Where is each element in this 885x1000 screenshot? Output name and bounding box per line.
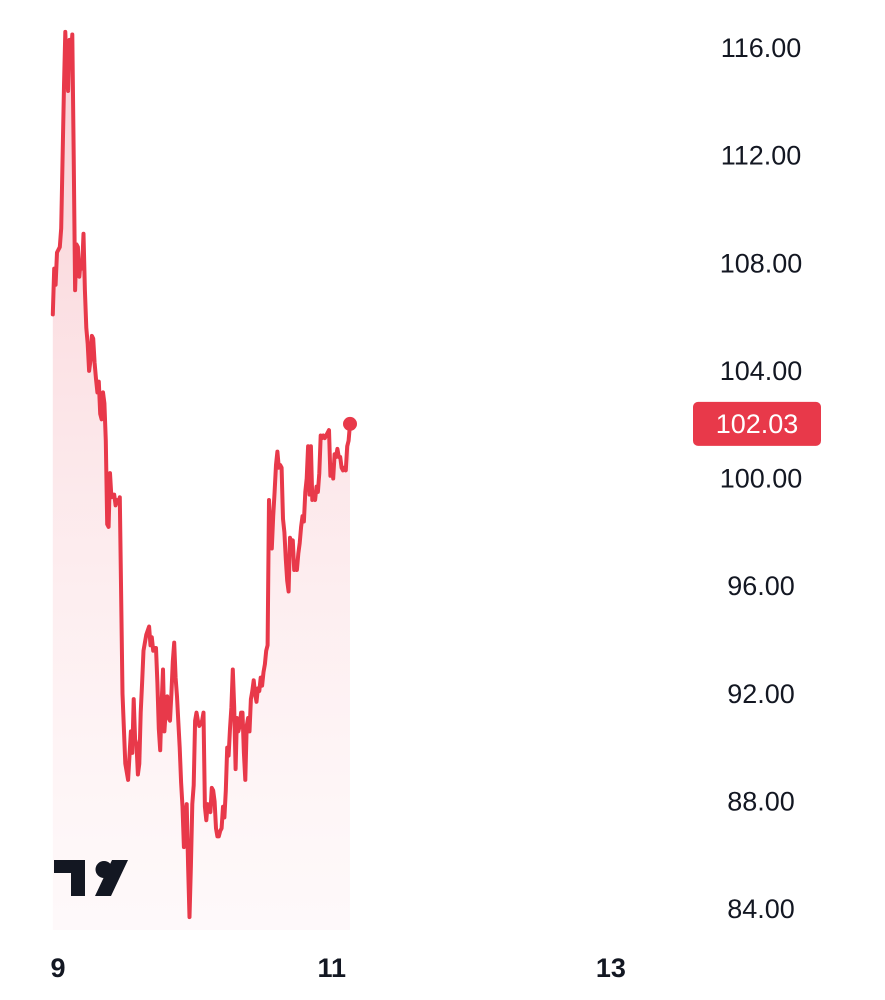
y-tick-label: 84.00 [727, 894, 795, 924]
y-tick-label: 116.00 [721, 33, 802, 63]
last-price-label-text: 102.03 [716, 409, 799, 439]
tradingview-logo [54, 860, 128, 896]
last-price-dot [343, 416, 357, 431]
y-tick-label: 96.00 [727, 571, 795, 601]
y-tick-label: 112.00 [721, 141, 802, 171]
last-price-label-background [693, 401, 821, 446]
y-tick-label: 92.00 [727, 679, 795, 709]
x-axis: 9 11 13 [50, 953, 625, 983]
last-price-label: 102.03 [693, 401, 821, 446]
price-line [50, 29, 352, 920]
x-tick-label: 13 [596, 953, 626, 983]
y-tick-label: 88.00 [727, 786, 795, 816]
price-area-fill [52, 31, 351, 930]
y-axis: 84.00 88.00 92.00 96.00 100.00 104.00 108.00 11… [720, 33, 803, 924]
x-tick-label: 11 [318, 953, 347, 983]
y-tick-label: 100.00 [720, 464, 803, 494]
x-tick-label: 9 [50, 953, 65, 983]
y-tick-label: 108.00 [720, 248, 803, 278]
y-tick-label: 104.00 [720, 356, 803, 386]
tradingview-logo-mark [54, 860, 128, 896]
